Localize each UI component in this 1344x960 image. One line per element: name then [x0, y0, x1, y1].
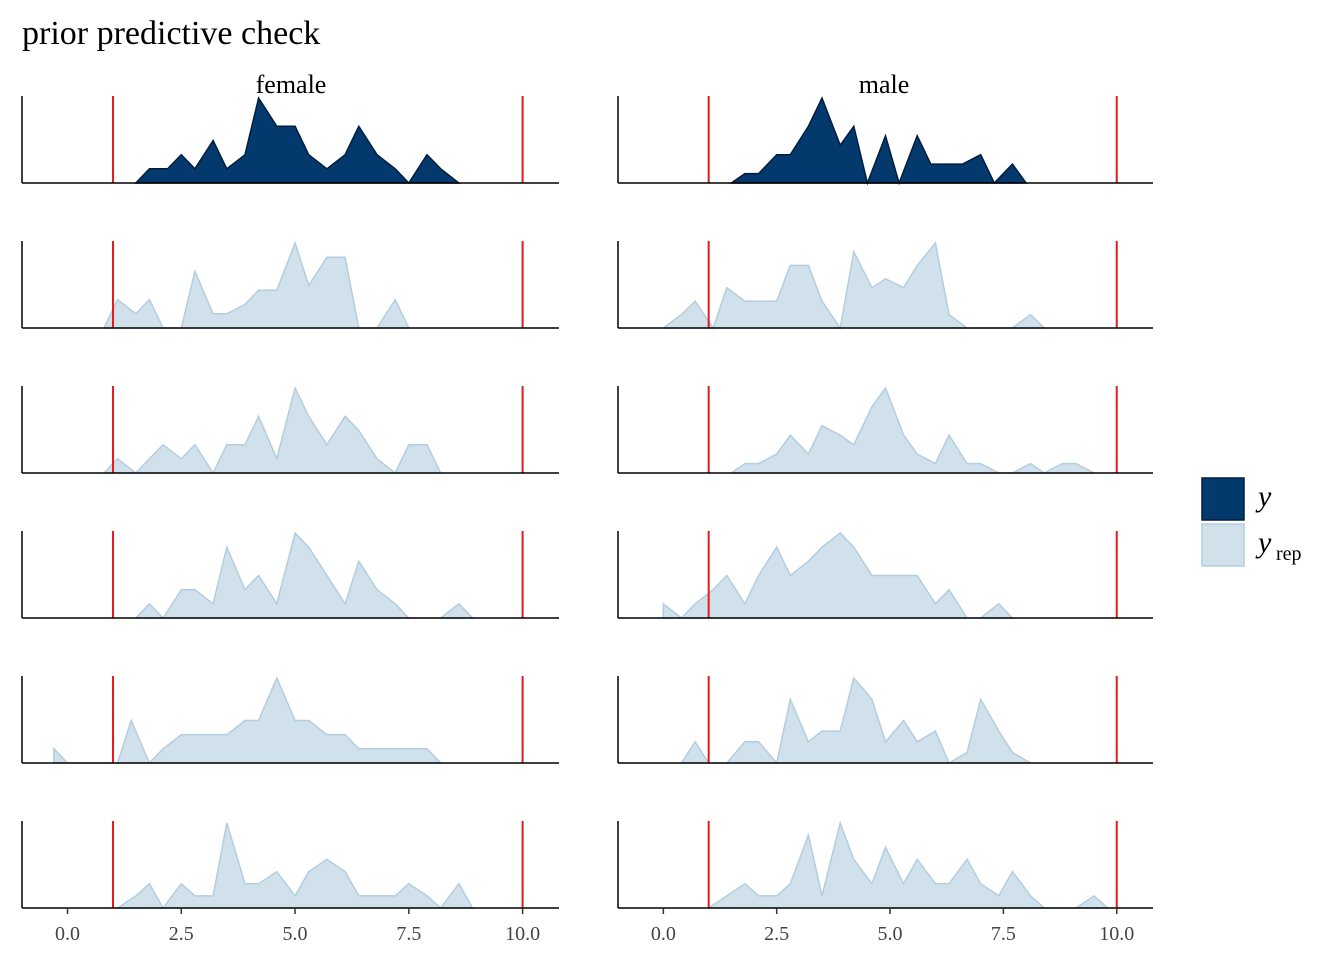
panel-female-0: [21, 96, 559, 185]
density-area-yrep: [115, 822, 474, 910]
facet-label-female: female: [256, 70, 327, 99]
x-tick-label: 10.0: [1099, 923, 1134, 945]
panel-female-3: [21, 531, 559, 620]
legend-subscript-yrep: rep: [1276, 543, 1302, 565]
x-tick-label: 2.5: [764, 923, 789, 945]
x-tick-label: 0.0: [55, 923, 80, 945]
panel-male-2: [617, 386, 1153, 474]
density-area-yrep: [662, 531, 1015, 620]
x-tick-label: 2.5: [169, 923, 194, 945]
legend-swatch-yrep: [1201, 523, 1245, 567]
panel-male-4: [617, 676, 1153, 765]
density-area-yrep: [53, 676, 443, 765]
density-area-yrep: [728, 386, 1095, 474]
panels: [21, 96, 1153, 910]
panel-male-1: [617, 241, 1153, 330]
density-area-yrep: [102, 385, 442, 475]
facet-label-male: male: [859, 70, 910, 99]
density-area-yrep: [102, 240, 410, 329]
legend-label-yrep: y: [1255, 526, 1272, 559]
legend: yy rep: [1201, 477, 1302, 567]
x-tick-label: 7.5: [396, 923, 421, 945]
axes: 0.0 2.5 5.0 7.5 10.0 0.0 2.5 5.0 7.5 10.0: [55, 908, 1134, 945]
panel-male-0: [617, 96, 1153, 186]
panel-female-2: [21, 385, 559, 475]
panel-male-5: [617, 820, 1153, 909]
x-tick-label: 0.0: [651, 923, 676, 945]
density-area-yrep: [706, 820, 1110, 909]
density-area-yrep: [134, 531, 475, 620]
density-area-yrep: [680, 676, 1034, 765]
x-tick-label: 7.5: [991, 923, 1016, 945]
panel-female-5: [21, 821, 559, 910]
panel-female-4: [21, 676, 559, 765]
x-tick-label: 10.0: [505, 923, 540, 945]
panel-female-1: [21, 240, 559, 329]
chart-title: prior predictive check: [22, 15, 320, 52]
x-tick-label: 5.0: [283, 923, 308, 945]
density-area-yrep: [661, 241, 1047, 330]
legend-swatch-y: [1201, 477, 1245, 521]
density-area-y: [728, 96, 1028, 186]
legend-label-y: y: [1255, 480, 1272, 513]
x-tick-label: 5.0: [878, 923, 903, 945]
panel-male-3: [617, 531, 1153, 620]
density-area-y: [134, 96, 462, 185]
